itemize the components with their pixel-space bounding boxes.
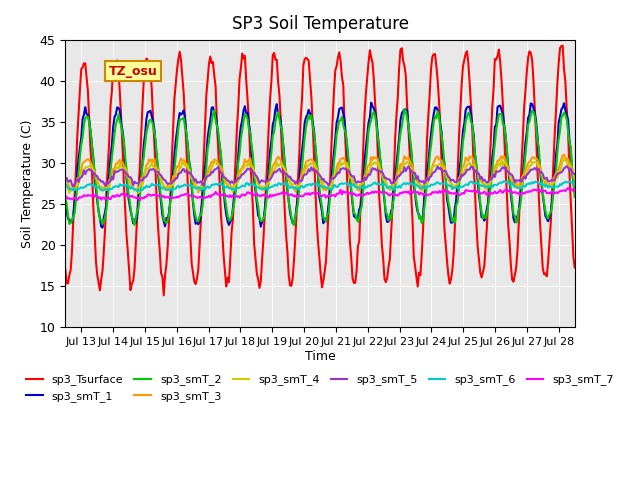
- sp3_smT_7: [564, 185, 572, 191]
- sp3_smT_1: [95, 208, 102, 214]
- sp3_smT_5: [563, 163, 570, 169]
- sp3_smT_2: [131, 222, 138, 228]
- sp3_smT_4: [570, 170, 577, 176]
- sp3_smT_1: [428, 131, 435, 136]
- sp3_smT_4: [325, 183, 333, 189]
- Y-axis label: Soil Temperature (C): Soil Temperature (C): [21, 120, 34, 248]
- sp3_smT_2: [401, 107, 408, 112]
- sp3_smT_5: [61, 177, 69, 182]
- sp3_smT_5: [80, 168, 88, 173]
- sp3_smT_6: [133, 188, 141, 194]
- sp3_smT_4: [95, 181, 102, 187]
- sp3_smT_6: [500, 178, 508, 184]
- Line: sp3_smT_1: sp3_smT_1: [65, 103, 575, 228]
- sp3_smT_5: [96, 177, 104, 183]
- sp3_smT_3: [570, 170, 577, 176]
- sp3_smT_7: [325, 193, 333, 199]
- Line: sp3_smT_5: sp3_smT_5: [65, 166, 575, 187]
- sp3_Tsurface: [426, 91, 433, 97]
- sp3_smT_5: [426, 174, 433, 180]
- Text: TZ_osu: TZ_osu: [109, 64, 157, 78]
- sp3_smT_6: [503, 180, 511, 186]
- sp3_smT_5: [325, 182, 333, 188]
- sp3_smT_5: [570, 170, 577, 176]
- sp3_smT_4: [426, 175, 433, 180]
- sp3_smT_3: [560, 152, 568, 157]
- sp3_smT_2: [570, 179, 577, 184]
- sp3_smT_1: [99, 225, 106, 230]
- sp3_smT_6: [79, 185, 86, 191]
- sp3_smT_3: [61, 178, 69, 184]
- Line: sp3_smT_3: sp3_smT_3: [65, 155, 575, 192]
- sp3_smT_4: [502, 160, 509, 166]
- sp3_smT_5: [70, 184, 77, 190]
- Title: SP3 Soil Temperature: SP3 Soil Temperature: [232, 15, 408, 33]
- sp3_Tsurface: [571, 264, 579, 270]
- sp3_smT_4: [571, 174, 579, 180]
- sp3_Tsurface: [79, 64, 86, 70]
- sp3_smT_5: [571, 171, 579, 177]
- sp3_Tsurface: [95, 279, 102, 285]
- sp3_smT_2: [61, 196, 69, 202]
- sp3_smT_1: [570, 180, 577, 185]
- sp3_smT_2: [428, 143, 435, 148]
- sp3_smT_3: [95, 180, 102, 186]
- sp3_smT_7: [95, 195, 102, 201]
- sp3_smT_2: [79, 134, 86, 140]
- sp3_smT_3: [325, 186, 333, 192]
- sp3_smT_1: [79, 116, 86, 121]
- sp3_smT_6: [426, 183, 433, 189]
- sp3_smT_1: [325, 202, 333, 207]
- sp3_smT_1: [367, 100, 375, 106]
- sp3_smT_7: [571, 186, 579, 192]
- Line: sp3_smT_6: sp3_smT_6: [65, 181, 575, 191]
- sp3_smT_3: [502, 159, 509, 165]
- sp3_smT_7: [79, 193, 86, 199]
- sp3_smT_1: [571, 189, 579, 194]
- sp3_smT_1: [61, 200, 69, 206]
- sp3_smT_5: [502, 164, 509, 170]
- sp3_smT_1: [503, 149, 511, 155]
- sp3_smT_4: [61, 177, 69, 182]
- sp3_smT_6: [325, 186, 333, 192]
- sp3_smT_6: [570, 180, 577, 186]
- Line: sp3_smT_2: sp3_smT_2: [65, 109, 575, 225]
- Line: sp3_smT_4: sp3_smT_4: [65, 159, 575, 193]
- sp3_Tsurface: [570, 253, 577, 259]
- sp3_smT_6: [61, 183, 69, 189]
- Line: sp3_smT_7: sp3_smT_7: [65, 188, 575, 200]
- sp3_smT_4: [134, 190, 142, 196]
- sp3_Tsurface: [502, 165, 509, 170]
- sp3_smT_2: [503, 145, 511, 151]
- Line: sp3_Tsurface: sp3_Tsurface: [65, 46, 575, 295]
- sp3_Tsurface: [160, 292, 168, 298]
- sp3_smT_3: [571, 176, 579, 181]
- sp3_smT_2: [95, 209, 102, 215]
- sp3_smT_7: [136, 197, 143, 203]
- sp3_smT_3: [195, 190, 202, 195]
- sp3_smT_6: [95, 184, 102, 190]
- X-axis label: Time: Time: [305, 349, 335, 362]
- sp3_smT_2: [571, 194, 579, 200]
- sp3_smT_2: [325, 210, 333, 216]
- sp3_Tsurface: [61, 267, 69, 273]
- sp3_smT_7: [61, 193, 69, 199]
- sp3_Tsurface: [325, 206, 333, 212]
- Legend: sp3_Tsurface, sp3_smT_1, sp3_smT_2, sp3_smT_3, sp3_smT_4, sp3_smT_5, sp3_smT_6, : sp3_Tsurface, sp3_smT_1, sp3_smT_2, sp3_…: [22, 370, 618, 406]
- sp3_smT_3: [426, 167, 433, 172]
- sp3_Tsurface: [559, 43, 566, 48]
- sp3_smT_7: [502, 187, 509, 192]
- sp3_smT_7: [570, 188, 577, 194]
- sp3_smT_7: [426, 192, 433, 197]
- sp3_smT_3: [79, 160, 86, 166]
- sp3_smT_4: [560, 156, 568, 162]
- sp3_smT_6: [571, 182, 579, 188]
- sp3_smT_4: [79, 168, 86, 173]
